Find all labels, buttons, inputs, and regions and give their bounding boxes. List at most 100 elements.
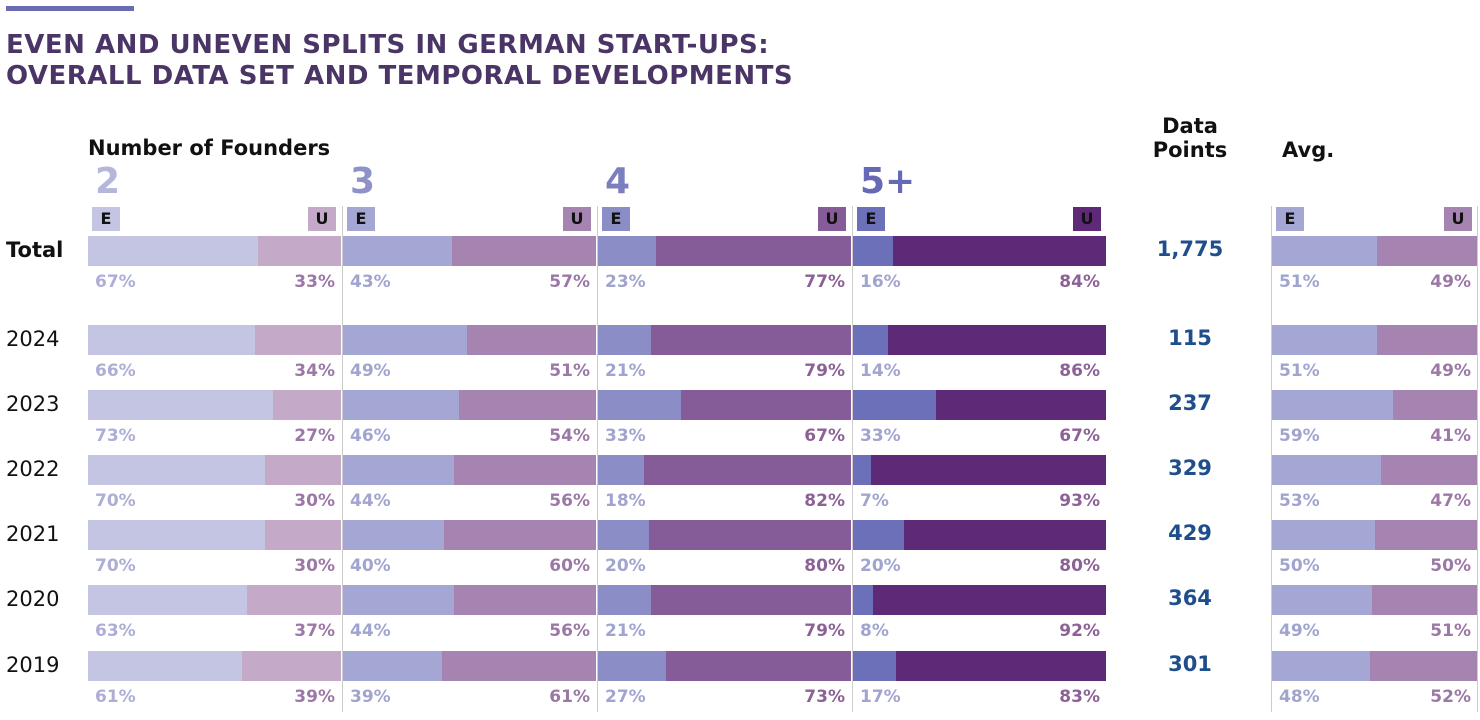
row-2021-g3-even-bar xyxy=(343,520,445,550)
row-2023-avg-even-label: 59% xyxy=(1279,426,1320,446)
row-2023-g3-uneven-label: 54% xyxy=(549,426,590,446)
row-2023-g2-uneven-bar xyxy=(272,390,341,420)
data-points-total: 1,775 xyxy=(1156,237,1224,261)
uneven-badge-5-plus: U xyxy=(1073,207,1101,231)
row-2020-g5-plus-uneven-label: 92% xyxy=(1059,621,1100,641)
row-2020-g4-even-label: 21% xyxy=(605,621,646,641)
row-2022-g2-even-label: 70% xyxy=(95,491,136,511)
row-2020-avg-uneven-bar xyxy=(1372,585,1477,615)
row-2020-avg-uneven-label: 51% xyxy=(1430,621,1471,641)
row-label-2023: 2023 xyxy=(6,392,60,416)
number-of-founders-label: Number of Founders xyxy=(88,136,331,160)
row-total-g4-even-bar xyxy=(598,236,657,266)
row-2021-g3-uneven-bar xyxy=(444,520,596,550)
row-2024-g4-uneven-bar xyxy=(651,325,851,355)
row-2019-g3-uneven-label: 61% xyxy=(549,687,590,707)
row-2024-g2-uneven-label: 34% xyxy=(294,361,335,381)
row-2022-avg-uneven-bar xyxy=(1380,455,1477,485)
row-2022-g3-even-bar xyxy=(343,455,455,485)
row-2021-g5-plus-uneven-bar xyxy=(903,520,1106,550)
row-2022-avg-even-label: 53% xyxy=(1279,491,1320,511)
row-total-avg-even-label: 51% xyxy=(1279,272,1320,292)
group-separator-3 xyxy=(852,206,853,712)
row-2024-g3-uneven-bar xyxy=(466,325,596,355)
row-2020-g4-uneven-bar xyxy=(651,585,851,615)
row-2023-avg-even-bar xyxy=(1272,390,1393,420)
group-number-4: 4 xyxy=(605,161,631,202)
row-2024-g2-even-bar xyxy=(88,325,255,355)
uneven-badge-3: U xyxy=(563,207,591,231)
even-badge-2: E xyxy=(92,207,120,231)
row-total-g3-even-bar xyxy=(343,236,452,266)
row-label-2019: 2019 xyxy=(6,653,60,677)
row-2024-g3-even-label: 49% xyxy=(350,361,391,381)
row-2021-g5-plus-uneven-label: 80% xyxy=(1059,556,1100,576)
row-2022-g5-plus-uneven-bar xyxy=(870,455,1106,485)
data-points-2021: 429 xyxy=(1168,521,1212,545)
row-total-g5-plus-even-label: 16% xyxy=(860,272,901,292)
row-2022-g3-even-label: 44% xyxy=(350,491,391,511)
row-2019-avg-even-bar xyxy=(1272,651,1371,681)
row-2023-g4-uneven-bar xyxy=(681,390,851,420)
row-2020-g5-plus-even-bar xyxy=(853,585,874,615)
group-number-5-plus: 5+ xyxy=(860,161,916,202)
data-points-label: Data Points xyxy=(1130,114,1250,162)
row-2024-g5-plus-even-bar xyxy=(853,325,889,355)
row-total-g3-even-label: 43% xyxy=(350,272,391,292)
row-2022-g3-uneven-bar xyxy=(454,455,596,485)
row-total-avg-uneven-label: 49% xyxy=(1430,272,1471,292)
row-2020-g4-uneven-label: 79% xyxy=(804,621,845,641)
row-2021-g2-even-bar xyxy=(88,520,266,550)
row-2021-g4-even-bar xyxy=(598,520,649,550)
row-total-g5-plus-uneven-bar xyxy=(893,236,1106,266)
row-2020-g4-even-bar xyxy=(598,585,652,615)
row-2024-avg-even-label: 51% xyxy=(1279,361,1320,381)
even-badge-5-plus: E xyxy=(857,207,885,231)
data-points-2023: 237 xyxy=(1168,391,1212,415)
row-2024-avg-even-bar xyxy=(1272,325,1377,355)
row-2021-g3-even-label: 40% xyxy=(350,556,391,576)
row-2023-g2-even-label: 73% xyxy=(95,426,136,446)
row-2019-g2-uneven-bar xyxy=(242,651,341,681)
row-label-2020: 2020 xyxy=(6,587,60,611)
row-2019-g5-plus-even-label: 17% xyxy=(860,687,901,707)
row-2019-avg-uneven-label: 52% xyxy=(1430,687,1471,707)
even-badge-avg: E xyxy=(1276,207,1304,231)
avg-label: Avg. xyxy=(1282,138,1335,162)
row-2023-g3-even-label: 46% xyxy=(350,426,391,446)
row-total-g2-uneven-bar xyxy=(257,236,341,266)
row-total-g5-plus-even-bar xyxy=(853,236,894,266)
data-points-label-line-1: Data xyxy=(1162,114,1218,138)
row-total-g3-uneven-bar xyxy=(451,236,596,266)
row-2019-g5-plus-uneven-bar xyxy=(896,651,1106,681)
data-points-label-line-2: Points xyxy=(1152,138,1228,162)
row-2020-avg-even-label: 49% xyxy=(1279,621,1320,641)
row-2020-g5-plus-even-label: 8% xyxy=(860,621,889,641)
row-2021-g2-uneven-label: 30% xyxy=(294,556,335,576)
row-2019-g4-uneven-bar xyxy=(666,651,851,681)
row-2019-g3-uneven-bar xyxy=(441,651,596,681)
row-2021-avg-uneven-bar xyxy=(1374,520,1477,550)
row-total-g2-uneven-label: 33% xyxy=(294,272,335,292)
row-total-avg-uneven-bar xyxy=(1376,236,1477,266)
row-2023-g5-plus-even-label: 33% xyxy=(860,426,901,446)
row-2023-avg-uneven-label: 41% xyxy=(1430,426,1471,446)
row-2023-avg-uneven-bar xyxy=(1392,390,1477,420)
row-2021-g4-uneven-label: 80% xyxy=(804,556,845,576)
row-2020-g2-uneven-label: 37% xyxy=(294,621,335,641)
row-2022-g2-even-bar xyxy=(88,455,266,485)
row-2021-avg-uneven-label: 50% xyxy=(1430,556,1471,576)
row-2021-g4-uneven-bar xyxy=(648,520,851,550)
row-2024-g3-uneven-label: 51% xyxy=(549,361,590,381)
row-2023-g2-even-bar xyxy=(88,390,273,420)
row-2022-g5-plus-uneven-label: 93% xyxy=(1059,491,1100,511)
row-2019-g2-even-bar xyxy=(88,651,243,681)
avg-separator-2 xyxy=(1477,206,1478,712)
row-2021-avg-even-bar xyxy=(1272,520,1375,550)
row-2022-g2-uneven-label: 30% xyxy=(294,491,335,511)
row-label-2022: 2022 xyxy=(6,457,60,481)
row-2019-g3-even-bar xyxy=(343,651,442,681)
row-2021-g2-even-label: 70% xyxy=(95,556,136,576)
row-2024-g3-even-bar xyxy=(343,325,467,355)
row-2020-avg-even-bar xyxy=(1272,585,1373,615)
